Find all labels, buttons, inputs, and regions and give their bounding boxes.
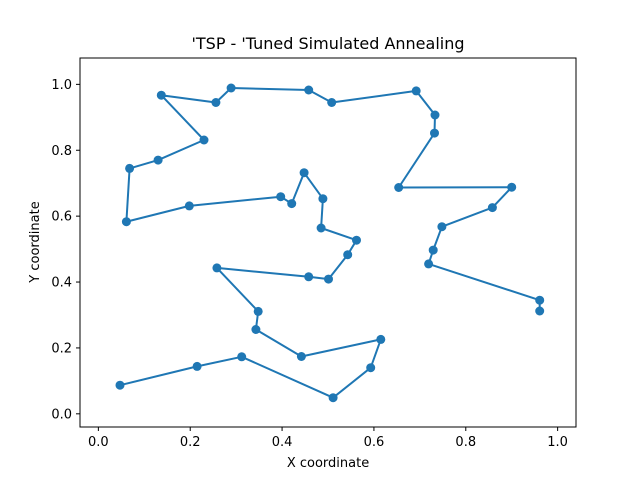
y-tick-label: 0.0 [51,407,72,422]
plot-frame [79,57,577,428]
city-point-13 [343,250,353,260]
city-point-6 [376,334,386,344]
city-point-4 [328,393,338,403]
y-tick-label: 0.6 [51,210,72,225]
x-axis-label: X coordinate [287,456,369,471]
city-point-37 [428,245,438,255]
city-point-15 [316,223,326,233]
city-point-16 [318,194,328,204]
city-point-26 [211,98,221,107]
city-point-30 [411,86,421,96]
city-point-3 [237,352,247,362]
city-point-14 [352,235,361,245]
city-point-5 [366,363,376,373]
city-point-18 [287,199,297,209]
city-point-2 [192,361,202,371]
plot-area [80,58,576,427]
city-point-38 [424,259,434,269]
x-tick-label: 0.8 [455,435,476,450]
city-point-19 [276,192,286,202]
city-point-8 [251,325,261,334]
city-point-31 [430,110,440,120]
city-point-1 [115,380,125,390]
x-tick-label: 0.2 [180,435,201,450]
city-point-12 [324,274,333,284]
chart-title: 'TSP - 'Tuned Simulated Annealing [191,34,464,53]
city-point-10 [212,263,222,273]
route-line [119,87,541,399]
city-point-11 [304,272,314,282]
city-point-39 [535,295,545,305]
city-point-22 [125,163,135,173]
y-tick-label: 0.8 [51,144,72,159]
x-tick-label: 1.0 [547,435,568,450]
city-point-20 [184,201,194,211]
city-point-17 [299,168,309,178]
city-point-9 [253,306,263,316]
x-tick-label: 0.4 [272,435,293,450]
city-point-25 [156,90,166,100]
y-tick-label: 0.2 [51,341,72,356]
city-point-27 [226,83,236,93]
city-point-33 [394,183,404,192]
y-tick-label: 1.0 [51,78,72,93]
city-point-28 [304,85,314,95]
city-point-34 [507,182,517,192]
city-point-40 [535,306,545,316]
x-tick-label: 0.6 [364,435,385,450]
city-point-24 [199,135,209,145]
city-point-23 [153,155,163,165]
city-point-36 [437,222,447,232]
city-point-35 [487,203,497,213]
city-point-32 [430,128,439,138]
y-tick-label: 0.4 [51,276,72,291]
city-point-29 [327,98,337,107]
city-point-7 [296,352,306,361]
x-tick-label: 0.0 [88,435,109,450]
y-axis-label: Y coordinate [28,201,43,283]
city-point-21 [121,217,131,227]
